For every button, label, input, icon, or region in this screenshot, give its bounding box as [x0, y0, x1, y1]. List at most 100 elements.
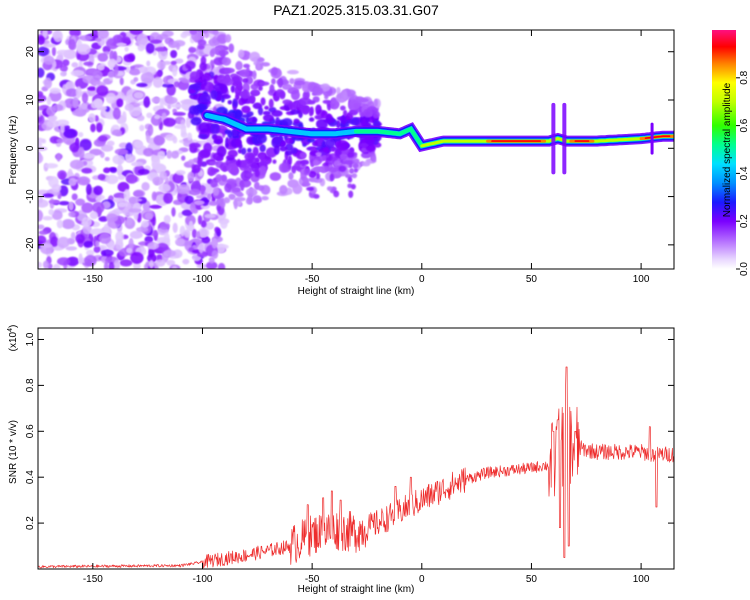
- spectrogram-blob: [210, 178, 218, 188]
- spectrogram-blob: [200, 228, 208, 238]
- colorbar-tick-label: 0.8: [739, 70, 750, 84]
- spectrogram-blob: [205, 261, 218, 269]
- spectrogram-blob: [87, 86, 97, 91]
- spectrogram-blob: [227, 100, 233, 105]
- spectrogram-blob: [143, 96, 151, 108]
- spectrogram-blob: [185, 116, 191, 129]
- spectrogram-blob: [198, 122, 211, 133]
- spectrogram-blob: [82, 75, 96, 84]
- spectrogram-blob: [48, 208, 55, 216]
- spectrogram-blob: [49, 87, 61, 94]
- spectrogram-blob: [220, 84, 228, 95]
- spectrogram-blob: [299, 97, 312, 106]
- spectrogram-blob: [315, 104, 322, 115]
- spectrogram-blob: [38, 195, 43, 204]
- spectrogram-blob: [199, 62, 207, 72]
- spectrogram-blob: [173, 124, 187, 130]
- spectrogram-blob: [214, 226, 220, 233]
- spectrogram-blob: [215, 174, 223, 182]
- snr-y-ticks: 0.2 0.4 0.6 0.8 1.0: [25, 332, 674, 530]
- spectrogram-blob: [324, 138, 336, 149]
- spectrogram-blob: [66, 256, 80, 267]
- spectrogram-blob: [197, 214, 203, 225]
- spectrogram-blob: [81, 167, 93, 174]
- spectrogram-blob: [324, 153, 333, 162]
- spectrogram-blob: [94, 98, 104, 109]
- spectrogram-blob: [199, 149, 211, 158]
- spectrogram-blob: [128, 67, 141, 76]
- spectrogram-blob: [52, 263, 61, 269]
- spectrogram-blob: [197, 39, 207, 47]
- spectrogram-blob: [163, 249, 176, 258]
- spectrogram-blob: [365, 136, 375, 147]
- spectrogram-blob: [199, 93, 211, 103]
- spectrogram-blob: [53, 30, 63, 43]
- spectrogram-blob: [350, 183, 356, 190]
- spectrogram-blob: [115, 231, 124, 243]
- spectrogram-blob: [279, 146, 288, 152]
- spectrogram-blob: [114, 64, 119, 76]
- spectrogram-blob: [145, 42, 155, 54]
- spectrogram-blob: [321, 154, 327, 161]
- spectrogram-blob: [76, 39, 83, 52]
- spectrogram-blob: [91, 30, 99, 40]
- spectrogram-blob: [103, 167, 111, 174]
- spectrogram-blob: [154, 47, 168, 52]
- spectrogram-blob: [218, 49, 229, 56]
- spectrogram-blob: [371, 155, 377, 163]
- spectrogram-x-tick-label: -50: [305, 274, 320, 285]
- spectrogram-blob: [38, 114, 45, 125]
- spectrogram-blob: [247, 156, 259, 165]
- spectrogram-blob: [166, 150, 173, 159]
- snr-y-tick-label: 0.2: [25, 516, 36, 530]
- spectrogram-blob: [123, 54, 135, 63]
- spectrogram-blob: [207, 166, 216, 177]
- spectrogram-blob: [136, 226, 149, 233]
- spectrogram-blob: [174, 58, 184, 64]
- spectrogram-blob: [56, 219, 64, 229]
- spectrogram-y-tick-label: -20: [25, 237, 36, 252]
- spectrogram-blob: [172, 66, 178, 77]
- spectrogram-blob: [151, 216, 156, 226]
- spectrogram-blob: [336, 139, 349, 151]
- spectrogram-blob: [333, 190, 340, 198]
- spectrogram-blob: [278, 90, 286, 98]
- spectrogram-blob: [252, 102, 263, 110]
- spectrogram-blob: [258, 153, 266, 160]
- spectrogram-blob: [147, 124, 154, 136]
- spectrogram-blob: [129, 30, 143, 36]
- spectrogram-blob: [112, 129, 123, 137]
- spectrogram-blob: [72, 97, 79, 109]
- spectrogram-blob: [43, 77, 53, 89]
- spectrogram-blob: [195, 231, 201, 239]
- spectrogram-blob: [235, 60, 243, 71]
- spectrogram-blob: [144, 212, 153, 220]
- spectrogram-blob: [181, 209, 193, 217]
- spectrogram-blob: [273, 136, 282, 147]
- spectrogram-blob: [277, 77, 284, 89]
- spectrogram-blob: [192, 164, 201, 174]
- spectrogram-blob: [339, 153, 347, 161]
- spectrogram-blob: [299, 152, 307, 159]
- spectrogram-blob: [347, 176, 353, 183]
- spectrogram-blob: [139, 124, 145, 132]
- spectrogram-blob: [227, 149, 238, 158]
- spectrogram-blob: [313, 166, 323, 173]
- spectrogram-blob: [71, 193, 78, 201]
- spectrogram-blob: [143, 147, 154, 157]
- spectrogram-blob: [116, 98, 124, 108]
- spectrogram-blob: [163, 214, 171, 224]
- spectrogram-blob: [223, 197, 231, 204]
- spectrogram-blob: [46, 96, 52, 106]
- spectrogram-blob: [217, 262, 226, 269]
- spectrogram-blob: [81, 216, 93, 228]
- spectrogram-blob: [121, 36, 131, 43]
- spectrogram-blob: [236, 158, 241, 167]
- spectrogram-blob: [56, 49, 70, 56]
- spectrogram-blob: [172, 136, 178, 144]
- spectrogram-blob: [343, 109, 348, 117]
- spectrogram-blob: [128, 196, 137, 204]
- spectrogram-blob: [290, 90, 301, 101]
- spectrogram-blob: [260, 97, 266, 106]
- spectrogram-blob: [137, 168, 150, 175]
